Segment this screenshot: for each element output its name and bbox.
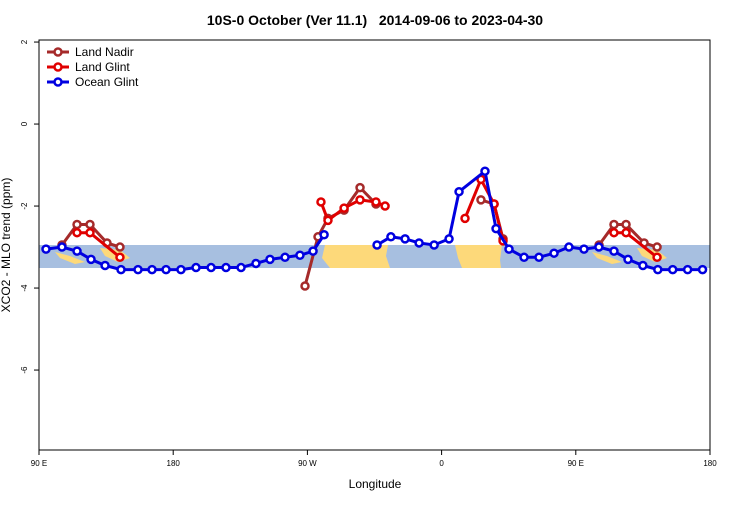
- legend-marker: [53, 47, 63, 57]
- data-point: [308, 246, 318, 256]
- data-point: [504, 244, 514, 254]
- data-point: [652, 242, 662, 252]
- data-point: [682, 264, 693, 275]
- y-tick-label: -4: [20, 284, 29, 292]
- data-point: [564, 242, 574, 252]
- data-point: [480, 166, 490, 176]
- data-point: [161, 264, 171, 275]
- x-axis-label: Longitude: [349, 477, 402, 491]
- data-point: [100, 260, 110, 271]
- x-tick-label: 180: [703, 459, 717, 468]
- data-point: [594, 242, 604, 252]
- data-point: [386, 232, 396, 242]
- data-point: [147, 264, 157, 275]
- data-point: [176, 264, 186, 275]
- land-patch: [455, 245, 502, 268]
- land-patch: [592, 252, 622, 264]
- data-point: [133, 264, 143, 275]
- data-point: [316, 197, 326, 207]
- data-point: [355, 182, 365, 193]
- y-tick-label: 2: [20, 39, 29, 44]
- data-point: [621, 219, 631, 230]
- data-point: [667, 264, 678, 275]
- data-point: [85, 219, 95, 230]
- legend-label: Land Nadir: [75, 45, 134, 59]
- data-point: [372, 240, 382, 250]
- data-point: [72, 227, 82, 238]
- data-point: [519, 252, 529, 263]
- y-axis-label: XCO2 - MLO trend (ppm): [0, 178, 13, 313]
- chart-title: 10S-0 October (Ver 11.1) 2014-09-06 to 2…: [207, 12, 543, 28]
- y-tick-label: 0: [20, 121, 29, 126]
- data-point: [621, 227, 631, 238]
- data-point: [323, 215, 333, 226]
- data-point: [221, 262, 231, 273]
- y-tick-label: -6: [20, 366, 29, 374]
- map-band: [39, 245, 710, 268]
- data-point: [355, 195, 365, 205]
- data-point: [295, 250, 305, 260]
- data-point: [72, 219, 82, 230]
- x-tick-label: 90 E: [568, 459, 584, 468]
- plot-frame: [38, 39, 711, 451]
- x-tick-label: 0: [439, 459, 444, 468]
- data-point: [652, 252, 662, 263]
- data-point: [609, 227, 619, 238]
- data-point: [579, 244, 589, 254]
- data-point: [86, 254, 96, 265]
- x-tick-label: 90 W: [298, 459, 317, 468]
- land-patch: [55, 252, 85, 264]
- data-point: [265, 254, 275, 265]
- data-point: [116, 264, 126, 275]
- data-point: [414, 238, 424, 248]
- data-point: [115, 252, 125, 263]
- data-point: [400, 234, 410, 244]
- data-point: [72, 246, 82, 256]
- data-point: [115, 242, 125, 252]
- data-point: [491, 223, 501, 234]
- y-tick-label: -2: [20, 202, 29, 210]
- data-point: [41, 244, 51, 254]
- data-point: [206, 262, 216, 273]
- data-point: [371, 197, 381, 207]
- data-point: [653, 264, 663, 275]
- data-point: [623, 254, 633, 265]
- data-point: [57, 242, 67, 252]
- legend-label: Land Glint: [75, 60, 130, 74]
- data-point: [638, 260, 648, 271]
- data-point: [319, 230, 329, 240]
- data-point: [444, 234, 454, 244]
- legend-marker: [53, 77, 63, 87]
- data-point: [460, 213, 470, 224]
- data-point: [251, 258, 261, 269]
- data-point: [476, 195, 486, 205]
- data-point: [280, 252, 290, 263]
- legend-label: Ocean Glint: [75, 75, 139, 89]
- data-point: [236, 262, 246, 273]
- legend-marker: [53, 62, 63, 72]
- data-point: [85, 227, 95, 238]
- x-tick-label: 180: [167, 459, 181, 468]
- data-point: [697, 264, 708, 275]
- data-point: [549, 248, 559, 258]
- data-point: [191, 262, 201, 273]
- data-point: [454, 186, 464, 197]
- data-point: [609, 246, 619, 256]
- data-point: [534, 252, 544, 263]
- data-point: [339, 203, 349, 213]
- land-patch: [322, 245, 390, 268]
- data-point: [429, 240, 439, 250]
- data-point: [380, 201, 390, 211]
- x-tick-label: 90 E: [31, 459, 47, 468]
- data-point: [609, 219, 619, 230]
- data-point: [300, 281, 310, 291]
